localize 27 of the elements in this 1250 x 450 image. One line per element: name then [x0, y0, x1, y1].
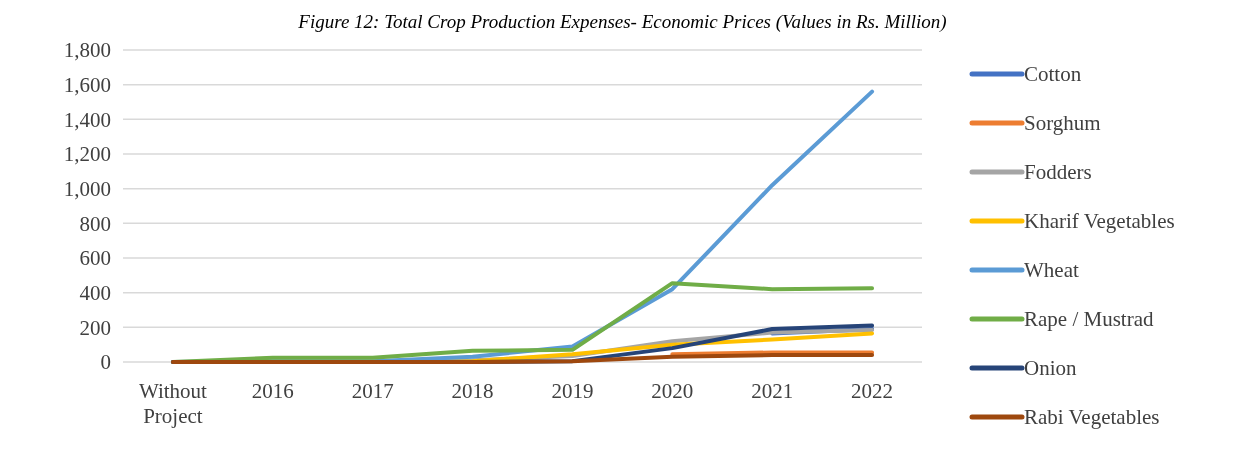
legend-label: Fodders: [1024, 160, 1092, 185]
legend-label: Kharif Vegetables: [1024, 209, 1175, 234]
x-tick-label: 2016: [251, 379, 294, 403]
legend-label: Onion: [1024, 356, 1077, 381]
legend-label: Wheat: [1024, 258, 1079, 283]
y-tick-label: 600: [79, 246, 111, 271]
y-tick-label: 0: [100, 350, 111, 375]
legend-label: Sorghum: [1024, 111, 1101, 136]
x-tick-label: 2017: [351, 379, 394, 403]
x-tick-label: 2019: [551, 379, 594, 403]
y-tick-label: 1,400: [63, 107, 111, 132]
y-tick-label: 1,000: [63, 177, 111, 202]
y-tick-label: 400: [79, 281, 111, 306]
x-tick-label: 2021: [751, 379, 794, 403]
y-tick-label: 1,800: [63, 38, 111, 63]
legend-label: Rabi Vegetables: [1024, 405, 1160, 430]
x-tick-label: Without Project: [138, 379, 208, 428]
legend-label: Rape / Mustrad: [1024, 307, 1154, 332]
y-tick-label: 1,600: [63, 73, 111, 98]
x-tick-label: 2018: [451, 379, 494, 403]
y-tick-label: 800: [79, 211, 111, 236]
y-tick-label: 1,200: [63, 142, 111, 167]
y-tick-label: 200: [79, 315, 111, 340]
chart-title: Figure 12: Total Crop Production Expenses- Economic Prices (Values in Rs. Million): [297, 11, 947, 33]
x-tick-label: 2020: [651, 379, 694, 403]
x-tick-label: 2022: [851, 379, 894, 403]
legend-label: Cotton: [1024, 62, 1082, 87]
